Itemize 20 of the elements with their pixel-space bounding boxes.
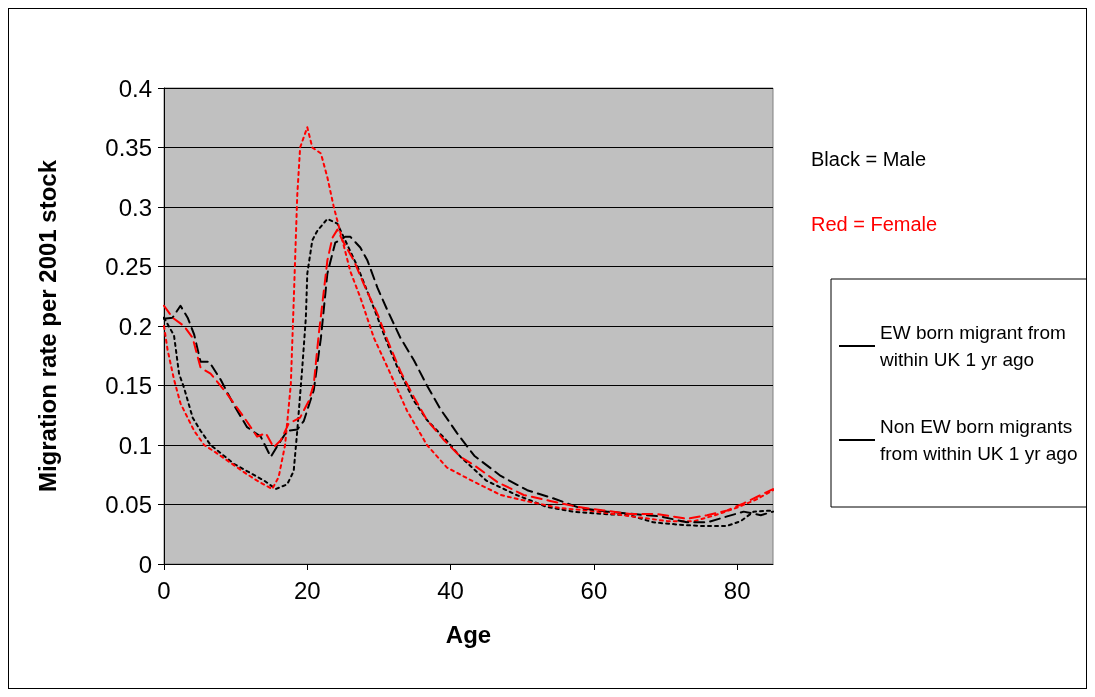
x-tick-label: 60: [580, 576, 608, 604]
x-axis-title: Age: [445, 620, 492, 648]
x-tick-label: 80: [723, 576, 751, 604]
y-tick-label: 0.3: [118, 193, 152, 221]
y-tick-label: 0.2: [118, 312, 152, 340]
x-tick-label: 0: [157, 576, 171, 604]
text: Black = Male: [811, 148, 927, 170]
y-axis-title: Migration rate per 2001 stock: [33, 159, 61, 493]
y-tick-label: 0: [138, 550, 152, 578]
y-tick-label: 0.1: [118, 431, 152, 459]
text: Red = Female: [811, 213, 938, 235]
legend-label: EW born migrant from within UK 1 yr ago: [879, 322, 1072, 370]
x-tick-label: 40: [437, 576, 464, 604]
y-tick-label: 0.35: [105, 134, 152, 161]
legend-label: Non EW born migrants from within UK 1 yr ago: [880, 416, 1078, 464]
x-tick-label: 20: [293, 576, 321, 604]
y-tick-label: 0.25: [105, 253, 152, 280]
y-tick-label: 0.4: [118, 74, 152, 102]
y-tick-label: 0.05: [105, 491, 152, 518]
y-tick-label: 0.15: [105, 372, 152, 399]
